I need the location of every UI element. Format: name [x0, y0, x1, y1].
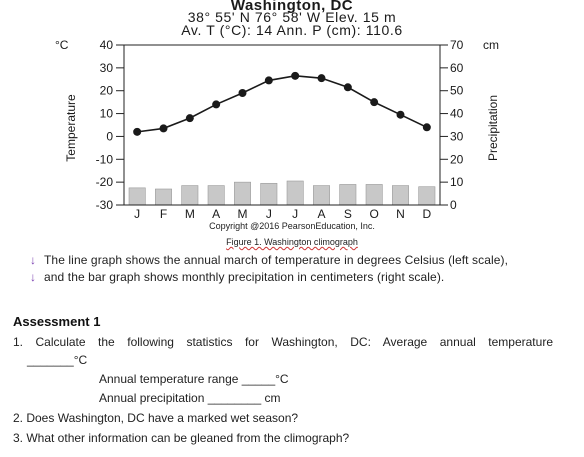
- left-tick-label: 10: [100, 107, 114, 121]
- temperature-point: [238, 89, 247, 97]
- right-tick-label: 40: [450, 107, 464, 121]
- month-label: A: [212, 207, 220, 221]
- temperature-point: [133, 127, 142, 136]
- precipitation-bar: [286, 180, 304, 206]
- precipitation-bar: [234, 181, 251, 206]
- month-label: F: [160, 207, 167, 221]
- question-2: 2. Does Washington, DC have a marked wet…: [13, 411, 299, 425]
- right-tick-label: 10: [450, 175, 464, 189]
- figure-caption: Figure 1. Washington climograph: [0, 237, 584, 247]
- precipitation-bar: [207, 185, 225, 206]
- right-tick-label: 60: [450, 61, 464, 75]
- left-tick-label: 30: [100, 61, 114, 75]
- left-tick-label: 20: [100, 84, 114, 98]
- month-label: J: [266, 207, 272, 221]
- temperature-point: [422, 123, 431, 132]
- arrow-bullet-icon: ↓: [30, 253, 36, 267]
- temperature-line: [137, 75, 428, 133]
- chart-coordinates: 38° 55' N 76° 58' W Elev. 15 m: [187, 9, 397, 25]
- left-tick-label: -20: [96, 175, 114, 189]
- month-label: M: [238, 207, 248, 221]
- left-tick-label: 0: [106, 129, 113, 143]
- month-label: A: [317, 207, 325, 221]
- precipitation-bar: [155, 188, 172, 206]
- assessment-title: Assessment 1: [13, 314, 101, 329]
- temperature-point: [185, 114, 194, 123]
- month-label: D: [422, 207, 431, 221]
- month-label: J: [134, 207, 140, 221]
- temperature-point: [317, 74, 326, 83]
- plot-frame: [123, 44, 441, 206]
- right-tick-label: 30: [450, 129, 464, 143]
- question-3: 3. What other information can be gleaned…: [13, 431, 350, 445]
- question-1: 1. Calculate the following statistics fo…: [13, 335, 553, 349]
- right-unit-label: cm: [483, 38, 499, 52]
- left-tick-label: -30: [96, 198, 114, 212]
- bullet-text: The line graph shows the annual march of…: [44, 253, 509, 267]
- month-label: O: [369, 207, 378, 221]
- bullet-item: ↓ and the bar graph shows monthly precipi…: [30, 270, 444, 284]
- temperature-point: [370, 98, 379, 107]
- right-tick-label: 50: [450, 84, 464, 98]
- left-unit-label: °C: [55, 38, 69, 52]
- month-label: M: [185, 207, 195, 221]
- precipitation-bar: [339, 184, 357, 206]
- right-tick-label: 70: [450, 38, 464, 52]
- climograph-chart: 40 30 20 10 0 -10 -20 -30 °C 70 60 50 40 30 20 10 0 cm Tem…: [55, 38, 500, 221]
- arrow-bullet-icon: ↓: [30, 270, 36, 284]
- bullet-item: ↓ The line graph shows the annual march o…: [30, 253, 508, 267]
- copyright-caption: Copyright @2016 PearsonEducation, Inc.: [209, 221, 375, 231]
- right-tick-label: 0: [450, 198, 457, 212]
- precipitation-bar: [181, 185, 199, 206]
- precipitation-bar: [418, 186, 436, 206]
- temperature-point: [291, 71, 300, 80]
- precipitation-bar: [128, 187, 146, 206]
- y-axis-title: Temperature: [64, 94, 78, 162]
- month-label: N: [396, 207, 405, 221]
- chart-title: Washington, DC: [230, 0, 354, 14]
- answer-blank-avg-temp: _______°C: [27, 353, 88, 367]
- chart-averages: Av. T (°C): 14 Ann. P (cm): 110.6: [181, 22, 403, 38]
- bullet-text: and the bar graph shows monthly precipit…: [44, 270, 445, 284]
- figure-caption-text: Figure 1. Washington climograph: [226, 237, 358, 247]
- left-tick-label: 40: [100, 38, 114, 52]
- precipitation-bar: [392, 185, 409, 206]
- precipitation-bar: [365, 184, 383, 206]
- month-label: J: [292, 207, 298, 221]
- precipitation-bar: [313, 185, 330, 206]
- temperature-point: [159, 124, 168, 133]
- temperature-point: [212, 100, 221, 109]
- temperature-point: [396, 110, 405, 119]
- temperature-point: [343, 83, 352, 92]
- temperature-point: [264, 76, 273, 85]
- month-label: S: [344, 207, 352, 221]
- precipitation-bar: [260, 182, 278, 206]
- answer-blank-precipitation: Annual precipitation ________ cm: [99, 391, 281, 405]
- y2-axis-title: Precipitation: [486, 95, 500, 161]
- right-tick-label: 20: [450, 152, 464, 166]
- answer-blank-temp-range: Annual temperature range _____°C: [99, 372, 289, 386]
- left-tick-label: -10: [96, 152, 114, 166]
